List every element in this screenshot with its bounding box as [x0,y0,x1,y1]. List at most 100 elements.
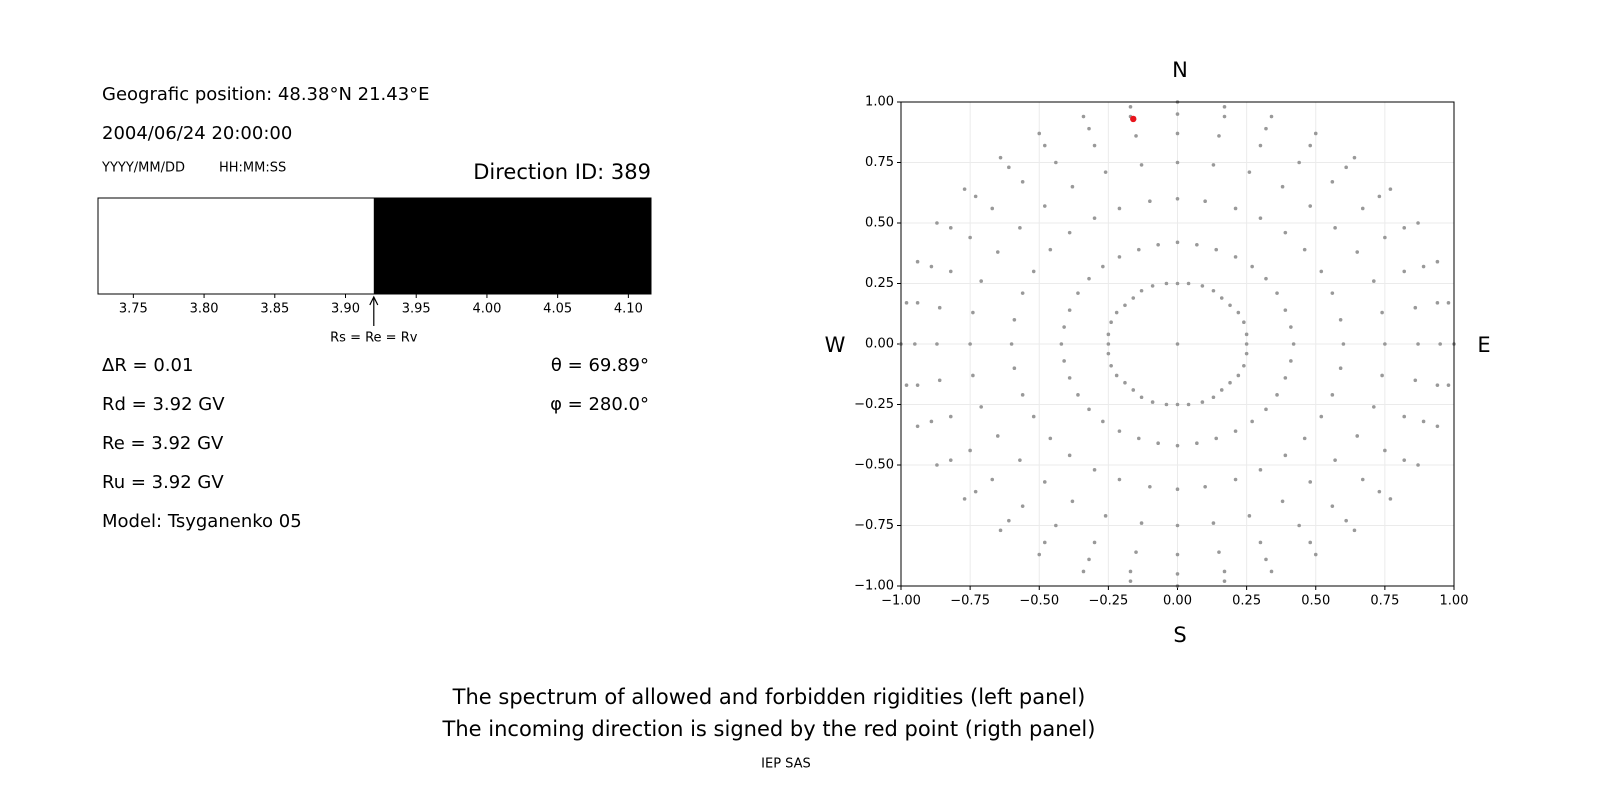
direction-point [1148,484,1152,489]
spectrum-segment [98,198,374,294]
direction-point [1211,288,1216,293]
direction-point [915,383,920,387]
direction-point [1054,160,1058,165]
direction-point [1109,363,1113,368]
direction-point [1372,279,1376,283]
direction-point [1244,351,1249,356]
direction-point [1175,281,1180,286]
direction-point [1150,284,1155,288]
direction-point [929,419,934,424]
direction-point [962,497,967,501]
direction-point [1242,363,1246,368]
direction-point [1341,342,1346,346]
direction-point [1275,291,1279,295]
direction-point [1233,206,1238,211]
direction-point [1067,453,1072,458]
direction-point [915,424,920,429]
direction-point [1175,197,1180,201]
direction-point [1258,468,1263,472]
direction-point [1380,310,1384,315]
direction-point [1200,284,1205,288]
direction-point [1416,463,1420,467]
direction-point [1150,400,1155,404]
direction-point [1175,402,1180,407]
direction-point [1020,291,1025,295]
direction-point [1280,499,1285,504]
direction-point [1222,579,1227,583]
direction-point [1087,557,1091,562]
direction-point [1092,216,1097,220]
direction-point [1101,419,1105,424]
direction-point [1067,308,1072,312]
direction-point [1048,247,1053,252]
direction-point [1416,221,1420,225]
direction-point [1330,504,1335,508]
direction-point [1258,143,1263,148]
ru: Ru = 3.92 GV [102,472,224,493]
direction-point [948,269,953,274]
direction-point [1333,226,1337,230]
direction-point [1087,407,1091,412]
direction-point [1289,359,1293,363]
date-format: YYYY/MM/DD [101,161,185,176]
direction-point [1377,194,1382,199]
direction-point [1087,276,1091,281]
direction-point [1139,521,1144,525]
direction-point [1344,518,1348,523]
direction-point [1054,523,1058,528]
direction-point [1175,487,1180,492]
direction-point [1087,126,1091,131]
direction-point [1103,514,1108,518]
direction-point [1139,163,1144,167]
direction-point [1269,114,1274,119]
y-tick-label: 1.00 [865,95,894,110]
direction-point [995,434,1000,438]
credit: IEP SAS [761,757,811,772]
direction-point [1338,318,1343,322]
direction-point [1195,242,1199,247]
direction-point [1438,342,1442,346]
direction-point [1007,518,1011,523]
direction-point [1048,436,1053,441]
direction-point [1007,165,1011,170]
direction-point [1435,301,1440,305]
x-tick-label: 1.00 [1440,594,1469,609]
direction-point [1297,160,1301,165]
direction-point [1302,436,1307,441]
direction-point [979,405,983,409]
direction-point [1355,250,1360,254]
direction-point [973,194,978,199]
direction-point [1388,497,1393,501]
direction-point [1130,115,1137,123]
direction-point [1067,376,1072,380]
direction-point [1175,552,1180,557]
direction-point [1175,112,1180,116]
direction-point [1106,332,1111,337]
direction-point [1018,458,1022,462]
direction-point [1214,436,1219,441]
direction-point [1136,247,1141,252]
direction-point [1421,419,1426,424]
direction-point [1236,373,1241,378]
direction-point [935,342,939,346]
x-tick-label: 4.10 [614,302,643,317]
direction-point [948,458,953,462]
direction-point [1128,569,1133,574]
direction-point [1297,523,1301,528]
direction-point [1020,504,1025,508]
direction-point [1219,296,1224,300]
rd: Rd = 3.92 GV [102,394,225,415]
direction-point [1134,550,1138,554]
direction-point [1383,342,1387,346]
phi: φ = 280.0° [550,394,649,415]
axes-frame [900,101,1455,587]
direction-point [1435,259,1440,264]
direction-point [1244,342,1249,346]
direction-point [1092,468,1097,472]
direction-point [1283,376,1288,380]
direction-point [1383,235,1387,240]
direction-point [1175,160,1180,165]
direction-point [1330,393,1335,397]
direction-point [1134,134,1138,138]
